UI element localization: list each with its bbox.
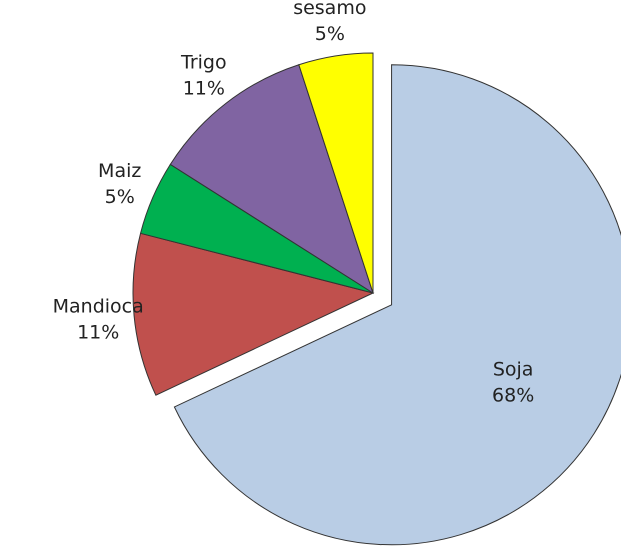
pie-slice xyxy=(173,64,621,546)
slice-label: Maiz xyxy=(98,160,141,182)
slice-value-label: 11% xyxy=(183,77,225,99)
slice-value-label: 68% xyxy=(492,384,534,406)
slice-label: Trigo xyxy=(180,51,227,73)
pie-slice xyxy=(298,52,374,294)
pie-slice xyxy=(169,64,374,295)
slice-value-label: 11% xyxy=(77,321,119,343)
slice-label: sesamo xyxy=(293,0,366,19)
slice-label: Soja xyxy=(493,358,534,380)
slice-value-label: 5% xyxy=(315,23,345,45)
pie-slice xyxy=(132,232,375,396)
slice-label: Mandioca xyxy=(53,295,144,317)
slice-value-label: 5% xyxy=(105,186,135,208)
